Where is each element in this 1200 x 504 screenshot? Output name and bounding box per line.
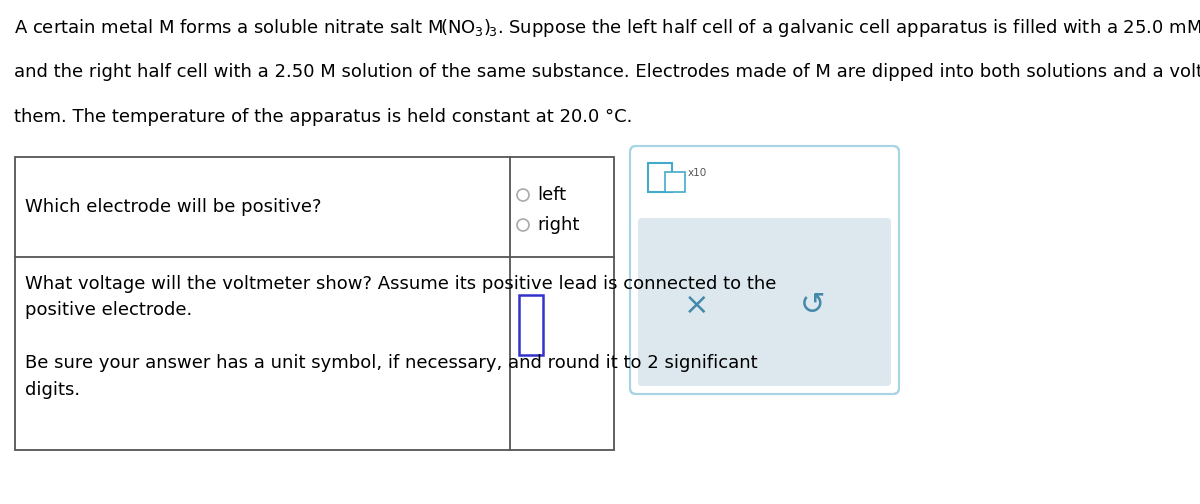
Text: A certain metal M forms a soluble nitrate salt M$\!\left(\mathrm{NO_3}\right)_{\: A certain metal M forms a soluble nitrat… (14, 17, 1200, 39)
FancyBboxPatch shape (638, 218, 890, 386)
FancyBboxPatch shape (630, 146, 899, 394)
Text: x10: x10 (688, 168, 707, 178)
Text: right: right (538, 216, 580, 234)
Bar (520, 295, 542, 355)
Text: ×: × (684, 290, 709, 320)
Bar (14, 157, 614, 450)
Text: ↺: ↺ (800, 290, 826, 320)
Bar (648, 163, 672, 192)
Text: Which electrode will be positive?: Which electrode will be positive? (25, 198, 322, 216)
Text: and the right half cell with a 2.50 M solution of the same substance. Electrodes: and the right half cell with a 2.50 M so… (14, 63, 1200, 81)
Text: them. The temperature of the apparatus is held constant at 20.0 °C.: them. The temperature of the apparatus i… (14, 108, 632, 126)
Bar (665, 172, 685, 192)
Text: left: left (538, 186, 566, 204)
Text: What voltage will the voltmeter show? Assume its positive lead is connected to t: What voltage will the voltmeter show? As… (25, 275, 776, 399)
